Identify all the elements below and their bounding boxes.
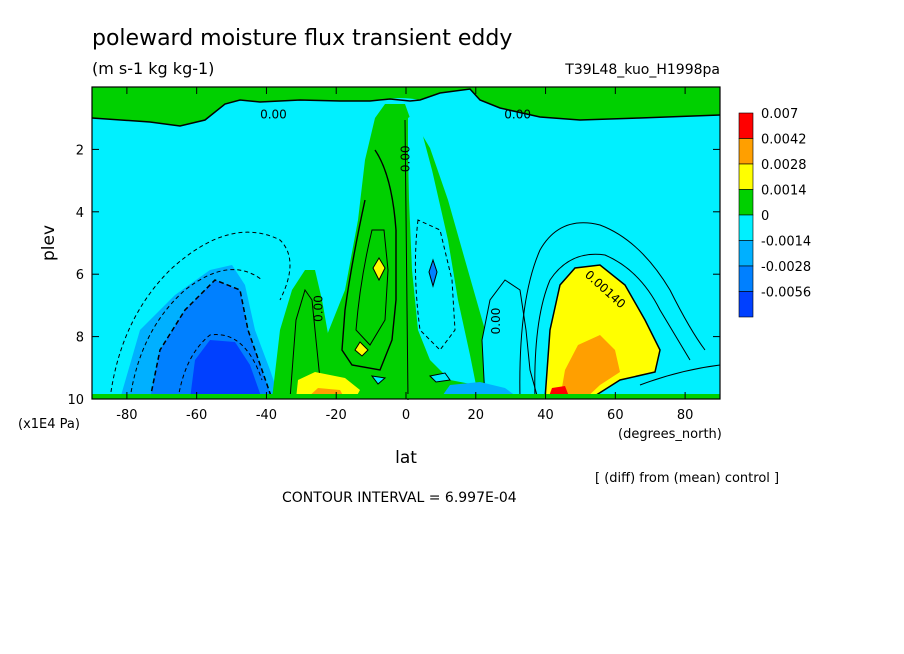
legend-label: -0.0056 [761,286,811,301]
footnote: [ (diff) from (mean) control ] [595,471,779,486]
legend-swatch [738,291,754,318]
contour-interval-note: CONTOUR INTERVAL = 6.997E-04 [282,490,517,506]
x-tick-label: -80 [116,408,137,423]
y-tick-label: 6 [76,268,84,283]
contour-label: 0.00 [399,145,413,172]
x-tick-label: -60 [186,408,207,423]
fill-band-positive-top [92,87,720,126]
contour-line [544,264,661,400]
contour-label: 0.00 [504,108,531,122]
contour-line [91,88,721,127]
contour-label: 0.00 [311,295,325,322]
contour-line [481,279,539,400]
legend-swatch [738,240,754,267]
contour-line [289,288,323,400]
x-tick-label: 60 [607,408,624,423]
contour-blob-positive [372,257,386,282]
x-axis-units: (degrees_north) [618,427,722,442]
legend-label: -0.0014 [761,235,811,250]
contour-line [534,253,691,400]
y-axis-units: (x1E4 Pa) [18,417,80,432]
legend-label: -0.0028 [761,260,811,275]
contour-line [109,231,291,400]
x-tick-label: 20 [468,408,485,423]
legend-label: 0.007 [761,107,798,122]
run-label: T39L48_kuo_H1998pa [564,62,720,78]
contour-line [177,334,263,400]
fill-band-positive-left-low [296,372,360,399]
contour-line [129,269,263,400]
legend-swatch [738,112,754,139]
x-tick-label: -40 [256,408,277,423]
x-tick-label: 80 [677,408,694,423]
contour-line [519,222,706,400]
y-tick-label: 10 [67,393,84,408]
fill-band-negative-left-inner [190,340,262,399]
y-tick-label: 4 [76,206,84,221]
contour-line [355,229,389,346]
legend-label: 0.0014 [761,184,807,199]
y-axis-ticks: 2 4 6 8 10 [67,143,720,408]
contour-line [414,219,456,351]
legend-swatch [738,189,754,216]
contour-label: 0.00 [489,308,503,335]
legend-swatch [738,214,754,241]
y-tick-label: 2 [76,143,84,158]
contour-line [639,364,721,386]
x-tick-label: -20 [326,408,347,423]
chart-units: (m s-1 kg kg-1) [92,59,214,78]
x-axis-ticks: -80 -60 -40 -20 0 20 40 60 80 [116,87,693,423]
contour-line [341,149,397,371]
legend: 0.007 0.0042 0.0028 0.0014 0 -0.0014 -0.0028 -0… [738,107,811,318]
y-tick-label: 8 [76,331,84,346]
fill-band-negative-right-col [482,280,538,399]
contour-line [149,279,273,400]
contour-blob-negative [428,372,451,383]
contour-blob-negative [428,258,438,288]
legend-label: 0.0028 [761,158,807,173]
legend-label: 0.0042 [761,133,807,148]
fill-band-positive-right-mid [560,335,620,399]
contour-line [404,119,409,401]
contour-label: 0.00 [260,108,287,122]
chart-title: poleward moisture flux transient eddy [92,26,512,51]
legend-swatch [738,265,754,292]
contour-blob-negative [370,375,387,385]
legend-swatch [738,163,754,190]
x-axis-label: lat [395,448,417,468]
x-tick-label: 40 [537,408,554,423]
legend-swatch [738,138,754,165]
plot-area: 0.00 0.000.000.00 0.000.00140 [91,86,721,401]
contour-blob-positive [354,341,369,357]
x-tick-label: 0 [402,408,410,423]
fill-band-positive-left-col [272,270,340,399]
y-axis-label: plev [39,225,59,261]
fill-band-negative-tower-right [408,116,476,386]
legend-label: 0 [761,209,769,224]
